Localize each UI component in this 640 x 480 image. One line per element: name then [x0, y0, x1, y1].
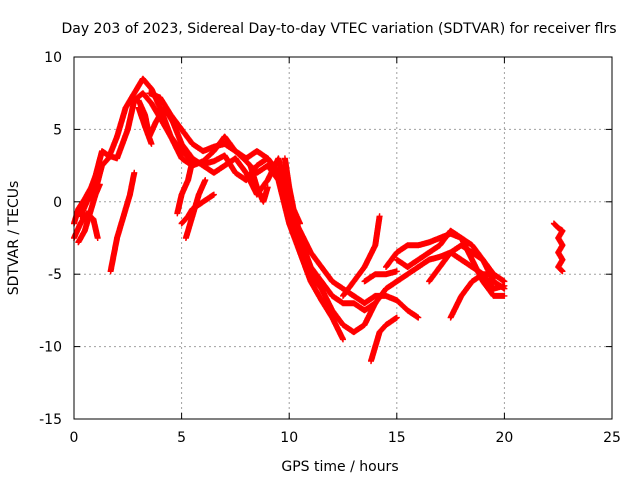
x-tick-label: 15: [388, 430, 406, 446]
x-tick-label: 10: [280, 430, 298, 446]
y-tick-label: 0: [53, 195, 62, 211]
x-tick-label: 20: [495, 430, 513, 446]
data-series: [426, 242, 508, 285]
x-tick-label: 25: [603, 430, 621, 446]
data-series: [182, 177, 209, 241]
x-axis-label: GPS time / hours: [281, 459, 398, 475]
x-tick-label: 0: [70, 430, 79, 446]
y-tick-label: -5: [48, 267, 62, 283]
data-series: [393, 227, 508, 299]
data-series: [174, 158, 196, 217]
plot-frame: [73, 56, 613, 420]
data-points: [71, 75, 566, 365]
data-series: [247, 162, 271, 205]
x-tick-label: 5: [177, 430, 186, 446]
y-axis-label: SDTVAR / TECUs: [6, 181, 22, 296]
data-series: [340, 213, 383, 299]
data-series: [135, 104, 155, 147]
data-series: [281, 155, 303, 227]
y-tick-label: 5: [53, 122, 62, 138]
y-tick-label: -10: [39, 340, 62, 356]
data-series: [361, 268, 400, 285]
data-series: [447, 271, 497, 321]
data-series: [550, 220, 566, 275]
ticks: 0 5 10 15 20 25 -15 -10 -5 0 5 10: [39, 50, 621, 446]
data-series: [77, 75, 346, 343]
data-series: [368, 314, 400, 365]
grid: [74, 57, 612, 419]
data-series: [107, 169, 138, 275]
y-tick-label: 10: [44, 50, 62, 66]
data-series: [135, 97, 379, 314]
chart-title: Day 203 of 2023, Sidereal Day-to-day VTE…: [61, 21, 616, 37]
y-tick-label: -15: [39, 412, 62, 428]
data-series: [75, 181, 103, 246]
